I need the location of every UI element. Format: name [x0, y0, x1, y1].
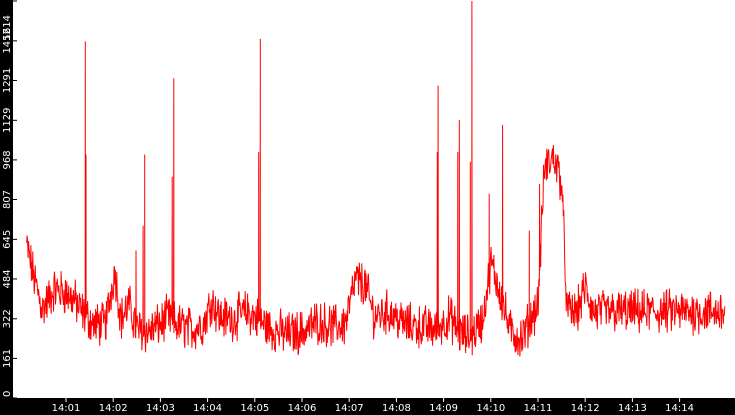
y-tick-label: 1129: [2, 108, 13, 133]
x-tick-label: 14:02: [99, 403, 128, 414]
x-tick-label: 14:13: [618, 403, 647, 414]
x-tick-label: 14:06: [288, 403, 317, 414]
x-tick-label: 14:08: [382, 403, 411, 414]
y-tick-label: 807: [2, 190, 13, 209]
y-tick-label: 322: [2, 309, 13, 328]
x-tick-label: 14:12: [571, 403, 600, 414]
y-tick-label: 0: [2, 391, 13, 397]
y-tick-label: 645: [2, 230, 13, 249]
y-tick-label: 1452: [2, 28, 13, 53]
y-tick-label: 161: [2, 349, 13, 368]
x-tick-label: 14:05: [240, 403, 269, 414]
x-tick-label: 14:10: [476, 403, 505, 414]
y-tick-label: 1614: [2, 15, 13, 40]
x-tick-label: 14:11: [524, 403, 553, 414]
x-axis-bar: [0, 398, 735, 415]
x-tick-label: 14:09: [429, 403, 458, 414]
x-tick-label: 14:07: [335, 403, 364, 414]
y-axis-bar: [0, 0, 13, 415]
y-tick-label: 484: [2, 269, 13, 288]
x-tick-label: 14:01: [52, 403, 81, 414]
series-line: [26, 0, 726, 357]
y-tick-label: 968: [2, 150, 13, 169]
x-tick-label: 14:04: [193, 403, 222, 414]
y-tick-label: 1291: [2, 68, 13, 93]
x-tick-label: 14:14: [665, 403, 694, 414]
x-tick-label: 14:03: [146, 403, 175, 414]
x-axis: 14:01 14:02 14:03 14:04 14:05 14:06 14:07 14:08…: [0, 398, 735, 415]
